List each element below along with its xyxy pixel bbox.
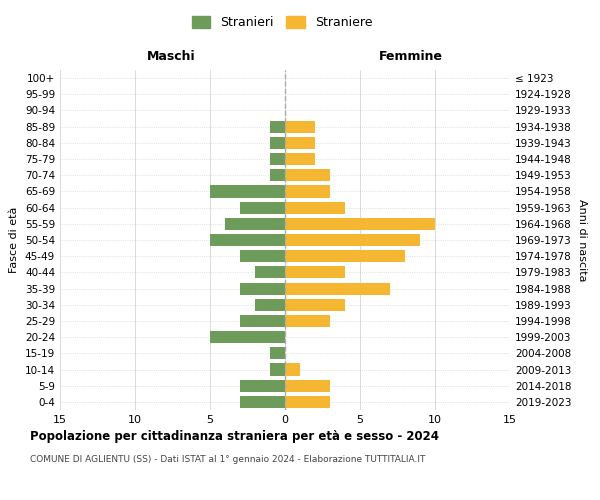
Bar bbox=[285, 266, 345, 278]
Bar bbox=[285, 298, 345, 311]
Bar bbox=[285, 218, 435, 230]
Bar bbox=[240, 380, 285, 392]
Bar bbox=[270, 153, 285, 165]
Bar bbox=[240, 396, 285, 408]
Bar bbox=[285, 282, 390, 294]
Bar bbox=[270, 137, 285, 149]
Text: COMUNE DI AGLIENTU (SS) - Dati ISTAT al 1° gennaio 2024 - Elaborazione TUTTITALI: COMUNE DI AGLIENTU (SS) - Dati ISTAT al … bbox=[30, 455, 425, 464]
Text: Femmine: Femmine bbox=[379, 50, 443, 62]
Text: Maschi: Maschi bbox=[146, 50, 196, 62]
Bar bbox=[285, 396, 330, 408]
Bar bbox=[270, 348, 285, 360]
Bar bbox=[285, 169, 330, 181]
Text: Popolazione per cittadinanza straniera per età e sesso - 2024: Popolazione per cittadinanza straniera p… bbox=[30, 430, 439, 443]
Bar bbox=[285, 202, 345, 213]
Bar bbox=[210, 234, 285, 246]
Bar bbox=[270, 120, 285, 132]
Bar bbox=[285, 186, 330, 198]
Y-axis label: Fasce di età: Fasce di età bbox=[10, 207, 19, 273]
Bar bbox=[240, 202, 285, 213]
Bar bbox=[285, 137, 315, 149]
Bar bbox=[210, 186, 285, 198]
Bar bbox=[285, 250, 405, 262]
Y-axis label: Anni di nascita: Anni di nascita bbox=[577, 198, 587, 281]
Bar bbox=[285, 315, 330, 327]
Bar bbox=[255, 298, 285, 311]
Bar bbox=[240, 282, 285, 294]
Bar bbox=[285, 380, 330, 392]
Legend: Stranieri, Straniere: Stranieri, Straniere bbox=[187, 11, 377, 34]
Bar bbox=[285, 120, 315, 132]
Bar bbox=[210, 331, 285, 343]
Bar bbox=[285, 364, 300, 376]
Bar bbox=[255, 266, 285, 278]
Bar bbox=[285, 234, 420, 246]
Bar bbox=[240, 250, 285, 262]
Bar bbox=[270, 364, 285, 376]
Bar bbox=[270, 169, 285, 181]
Bar bbox=[285, 153, 315, 165]
Bar bbox=[225, 218, 285, 230]
Bar bbox=[240, 315, 285, 327]
